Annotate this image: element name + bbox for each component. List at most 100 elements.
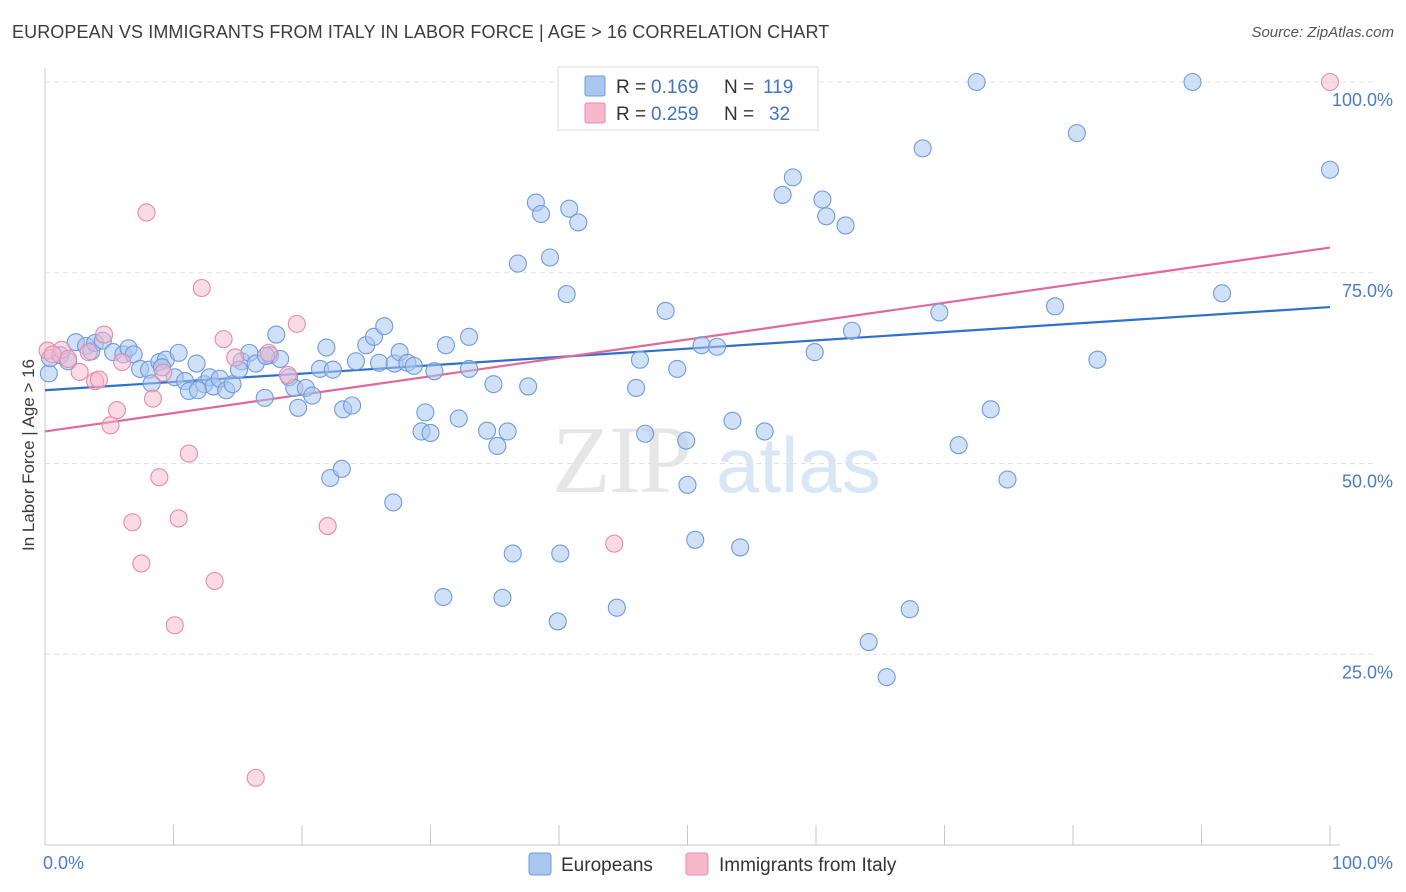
- italy-point-30: [1320, 72, 1340, 92]
- x-tick-label-1: 100.0%: [1332, 853, 1393, 873]
- y-tick-label-1: 75.0%: [1342, 281, 1393, 301]
- europeans-point-100: [1088, 350, 1107, 369]
- italy-point-8: [101, 416, 120, 435]
- europeans-point-69: [560, 199, 579, 218]
- italy-point-26: [278, 365, 297, 385]
- europeans-point-61: [488, 436, 507, 456]
- y-axis-label: In Labor Force | Age > 16: [19, 359, 38, 551]
- series-legend: Europeans Immigrants from Italy: [528, 852, 897, 876]
- europeans-point-86: [813, 190, 832, 209]
- europeans-point-60: [477, 421, 497, 440]
- italy-point-18: [169, 509, 188, 528]
- europeans-point-53: [404, 356, 423, 375]
- europeans-point-87: [836, 216, 855, 235]
- italy-point-13: [137, 203, 156, 222]
- legend-n-label-1: N =: [724, 77, 754, 98]
- europeans-point-42: [317, 338, 336, 357]
- italy-point-14: [143, 389, 162, 408]
- italy-point-7: [95, 325, 114, 344]
- europeans-point-85: [805, 343, 824, 362]
- europeans-point-72: [636, 424, 655, 443]
- europeans-point-57: [436, 336, 455, 355]
- europeans-point-32: [255, 388, 274, 407]
- y-tick-label-2: 50.0%: [1342, 472, 1393, 492]
- europeans-point-71: [627, 378, 646, 398]
- italy-point-24: [246, 768, 265, 787]
- europeans-point-90: [877, 668, 896, 687]
- europeans-point-94: [949, 436, 968, 455]
- europeans-point-77: [686, 530, 705, 549]
- europeans-point-70: [569, 213, 588, 232]
- europeans-point-91: [900, 600, 919, 619]
- chart-title: EUROPEAN VS IMMIGRANTS FROM ITALY IN LAB…: [12, 22, 830, 42]
- europeans-point-75: [677, 431, 696, 450]
- europeans-point-96: [981, 400, 1000, 419]
- europeans-point-121: [503, 544, 522, 563]
- bottom-legend-label-italy: Immigrants from Italy: [719, 855, 897, 876]
- europeans-point-62: [498, 422, 517, 441]
- y-tick-labels: 100.0% 75.0% 50.0% 25.0%: [1332, 90, 1393, 682]
- europeans-point-92: [913, 139, 932, 158]
- europeans-point-79: [708, 337, 727, 356]
- italy-point-25: [259, 343, 278, 362]
- europeans-point-110: [607, 598, 626, 617]
- europeans-point-59: [459, 327, 479, 346]
- europeans-point-45: [343, 396, 362, 415]
- europeans-point-38: [289, 398, 308, 417]
- europeans-point-97: [998, 470, 1017, 489]
- europeans-point-122: [817, 207, 836, 226]
- europeans-point-73: [656, 301, 675, 320]
- europeans-point-120: [484, 375, 503, 394]
- italy-point-31: [43, 345, 62, 364]
- legend-swatch-europeans: [584, 75, 606, 97]
- italy-point-12: [132, 554, 151, 573]
- europeans-point-40: [303, 386, 322, 405]
- europeans-point-80: [723, 411, 742, 430]
- italy-point-22: [214, 330, 233, 349]
- europeans-point-56: [425, 362, 444, 381]
- europeans-point-64: [519, 377, 538, 396]
- europeans-point-109: [551, 544, 570, 563]
- correlation-legend: R = 0.169 N = 119 R = 0.259 N = 32: [557, 66, 819, 131]
- trend-line-0: [44, 305, 1331, 392]
- italy-point-3: [70, 362, 89, 381]
- bottom-legend-swatch-europeans: [528, 852, 552, 876]
- italy-point-20: [192, 278, 211, 298]
- bottom-legend-label-europeans: Europeans: [561, 855, 653, 876]
- europeans-point-103: [1320, 160, 1340, 179]
- europeans-point-113: [421, 423, 440, 443]
- europeans-point-19: [169, 343, 188, 362]
- europeans-point-119: [346, 352, 366, 371]
- europeans-point-111: [630, 350, 650, 369]
- europeans-point-107: [493, 588, 512, 607]
- europeans-point-49: [375, 317, 394, 336]
- europeans-point-93: [930, 303, 949, 322]
- italy-point-17: [165, 616, 184, 635]
- europeans-point-22: [187, 354, 206, 373]
- italy-point-28: [318, 517, 337, 536]
- europeans-point-55: [416, 403, 435, 422]
- europeans-point-68: [557, 285, 576, 304]
- italy-point-19: [179, 444, 198, 463]
- europeans-point-114: [459, 359, 479, 378]
- legend-swatch-italy: [584, 102, 606, 124]
- europeans-point-67: [540, 248, 560, 267]
- europeans-point-95: [967, 72, 986, 92]
- europeans-point-101: [1183, 72, 1202, 92]
- europeans-point-63: [508, 254, 527, 273]
- legend-n-value-1: 119: [763, 77, 793, 98]
- legend-r-label-1: R =: [616, 77, 646, 98]
- europeans-point-81: [731, 538, 750, 557]
- italy-point-21: [205, 571, 224, 591]
- europeans-point-102: [1213, 284, 1232, 303]
- watermark: ZIP atlas: [552, 406, 881, 513]
- watermark-zip: ZIP: [552, 406, 690, 513]
- italy-point-11: [123, 513, 142, 532]
- legend-n-value-2: 32: [769, 104, 790, 125]
- x-tick-labels: 0.0% 100.0%: [43, 853, 1393, 873]
- axes: [44, 68, 1340, 846]
- italy-point-4: [79, 343, 98, 362]
- legend-r-value-2: 0.259: [651, 104, 699, 125]
- europeans-point-117: [188, 381, 207, 400]
